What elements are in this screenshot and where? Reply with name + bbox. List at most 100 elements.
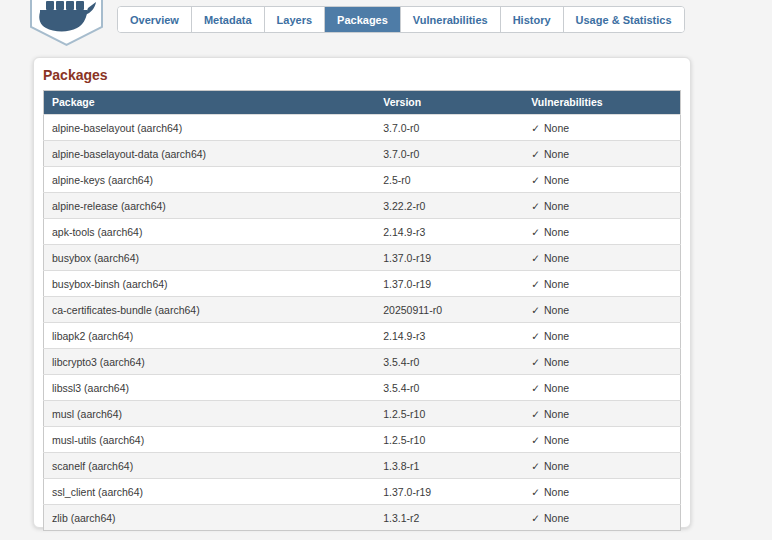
check-icon: ✓ [531, 382, 540, 394]
table-header-row: PackageVersionVulnerabilities [44, 91, 681, 115]
version-cell: 3.7.0-r0 [375, 115, 523, 141]
vuln-status-label: None [544, 356, 569, 368]
package-cell: ca-certificates-bundle (aarch64) [44, 297, 376, 323]
version-cell: 1.37.0-r19 [375, 479, 523, 505]
column-header: Version [375, 91, 523, 115]
packages-table-body: alpine-baselayout (aarch64) 3.7.0-r0 ✓ No… [44, 115, 681, 531]
check-icon: ✓ [531, 252, 540, 264]
vulnerabilities-cell: ✓ None [523, 193, 680, 219]
check-icon: ✓ [531, 486, 540, 498]
table-row: zlib (aarch64) 1.3.1-r2 ✓None [44, 505, 681, 531]
version-cell: 1.37.0-r19 [375, 245, 523, 271]
version-cell: 3.7.0-r0 [375, 141, 523, 167]
check-icon: ✓ [531, 330, 540, 342]
vulnerabilities-cell: ✓ None [523, 401, 680, 427]
check-icon: ✓ [531, 122, 540, 134]
vulnerabilities-cell: ✓ None [523, 245, 680, 271]
package-cell: ssl_client (aarch64) [44, 479, 376, 505]
column-header: Package [44, 91, 376, 115]
package-cell: musl-utils (aarch64) [44, 427, 376, 453]
vuln-status-label: None [544, 252, 569, 264]
tab-history[interactable]: History [501, 7, 564, 32]
tab-metadata[interactable]: Metadata [192, 7, 265, 32]
table-row: musl (aarch64) 1.2.5-r10 ✓None [44, 401, 681, 427]
check-icon: ✓ [531, 408, 540, 420]
version-cell: 20250911-r0 [375, 297, 523, 323]
vulnerabilities-cell: ✓ None [523, 297, 680, 323]
version-cell: 1.3.8-r1 [375, 453, 523, 479]
vuln-status-label: None [544, 148, 569, 160]
check-icon: ✓ [531, 304, 540, 316]
panel-title: Packages [43, 67, 681, 83]
vulnerabilities-cell: ✓ None [523, 427, 680, 453]
vuln-status-label: None [544, 174, 569, 186]
tab-vulnerabilities[interactable]: Vulnerabilities [401, 7, 501, 32]
tab-overview[interactable]: Overview [118, 7, 192, 32]
package-cell: libapk2 (aarch64) [44, 323, 376, 349]
table-row: libapk2 (aarch64) 2.14.9-r3 ✓ None [44, 323, 681, 349]
version-cell: 3.5.4-r0 [375, 349, 523, 375]
package-cell: libcrypto3 (aarch64) [44, 349, 376, 375]
table-row: musl-utils (aarch64) 1.2.5-r10 ✓ None [44, 427, 681, 453]
package-cell: zlib (aarch64) [44, 505, 376, 531]
vulnerabilities-cell: ✓None [523, 505, 680, 531]
table-row: busybox (aarch64) 1.37.0-r19 ✓None [44, 245, 681, 271]
check-icon: ✓ [531, 512, 540, 524]
table-row: libcrypto3 (aarch64) 3.5.4-r0 ✓None [44, 349, 681, 375]
version-cell: 2.5-r0 [375, 167, 523, 193]
check-icon: ✓ [531, 200, 540, 212]
package-cell: alpine-release (aarch64) [44, 193, 376, 219]
package-cell: apk-tools (aarch64) [44, 219, 376, 245]
version-cell: 3.5.4-r0 [375, 375, 523, 401]
tab-usage-statistics[interactable]: Usage & Statistics [564, 7, 684, 32]
vuln-status-label: None [544, 330, 569, 342]
version-cell: 1.3.1-r2 [375, 505, 523, 531]
tab-packages[interactable]: Packages [325, 7, 401, 32]
package-cell: busybox-binsh (aarch64) [44, 271, 376, 297]
version-cell: 1.37.0-r19 [375, 271, 523, 297]
check-icon: ✓ [531, 460, 540, 472]
table-row: alpine-baselayout (aarch64) 3.7.0-r0 ✓ No… [44, 115, 681, 141]
vulnerabilities-cell: ✓None [523, 349, 680, 375]
package-cell: alpine-baselayout (aarch64) [44, 115, 376, 141]
version-cell: 3.22.2-r0 [375, 193, 523, 219]
package-cell: alpine-keys (aarch64) [44, 167, 376, 193]
check-icon: ✓ [531, 226, 540, 238]
vuln-status-label: None [544, 226, 569, 238]
docker-whale-shield-logo [30, 0, 103, 47]
check-icon: ✓ [531, 174, 540, 186]
table-row: busybox-binsh (aarch64) 1.37.0-r19 ✓ None [44, 271, 681, 297]
check-icon: ✓ [531, 434, 540, 446]
column-header: Vulnerabilities [523, 91, 680, 115]
version-cell: 1.2.5-r10 [375, 401, 523, 427]
table-row: ca-certificates-bundle (aarch64) 2025091… [44, 297, 681, 323]
vulnerabilities-cell: ✓ None [523, 167, 680, 193]
table-row: alpine-baselayout-data (aarch64) 3.7.0-r… [44, 141, 681, 167]
vuln-status-label: None [544, 382, 569, 394]
version-cell: 2.14.9-r3 [375, 323, 523, 349]
vuln-status-label: None [544, 278, 569, 290]
package-cell: alpine-baselayout-data (aarch64) [44, 141, 376, 167]
package-cell: libssl3 (aarch64) [44, 375, 376, 401]
vulnerabilities-cell: ✓ None [523, 141, 680, 167]
table-row: apk-tools (aarch64) 2.14.9-r3 ✓None [44, 219, 681, 245]
vuln-status-label: None [544, 122, 569, 134]
vulnerabilities-cell: ✓ None [523, 323, 680, 349]
version-cell: 1.2.5-r10 [375, 427, 523, 453]
packages-table: PackageVersionVulnerabilities alpine-bas… [43, 90, 681, 531]
table-row: scanelf (aarch64) 1.3.8-r1 ✓None [44, 453, 681, 479]
table-row: alpine-release (aarch64) 3.22.2-r0 ✓ None [44, 193, 681, 219]
check-icon: ✓ [531, 278, 540, 290]
docker-whale-icon [30, 0, 103, 47]
tab-layers[interactable]: Layers [265, 7, 325, 32]
vuln-status-label: None [544, 434, 569, 446]
table-row: ssl_client (aarch64) 1.37.0-r19 ✓None [44, 479, 681, 505]
check-icon: ✓ [531, 148, 540, 160]
vulnerabilities-cell: ✓ None [523, 115, 680, 141]
vuln-status-label: None [544, 408, 569, 420]
vuln-status-label: None [544, 304, 569, 316]
vuln-status-label: None [544, 200, 569, 212]
vulnerabilities-cell: ✓None [523, 479, 680, 505]
tab-bar: OverviewMetadataLayersPackagesVulnerabil… [117, 6, 685, 33]
package-cell: scanelf (aarch64) [44, 453, 376, 479]
